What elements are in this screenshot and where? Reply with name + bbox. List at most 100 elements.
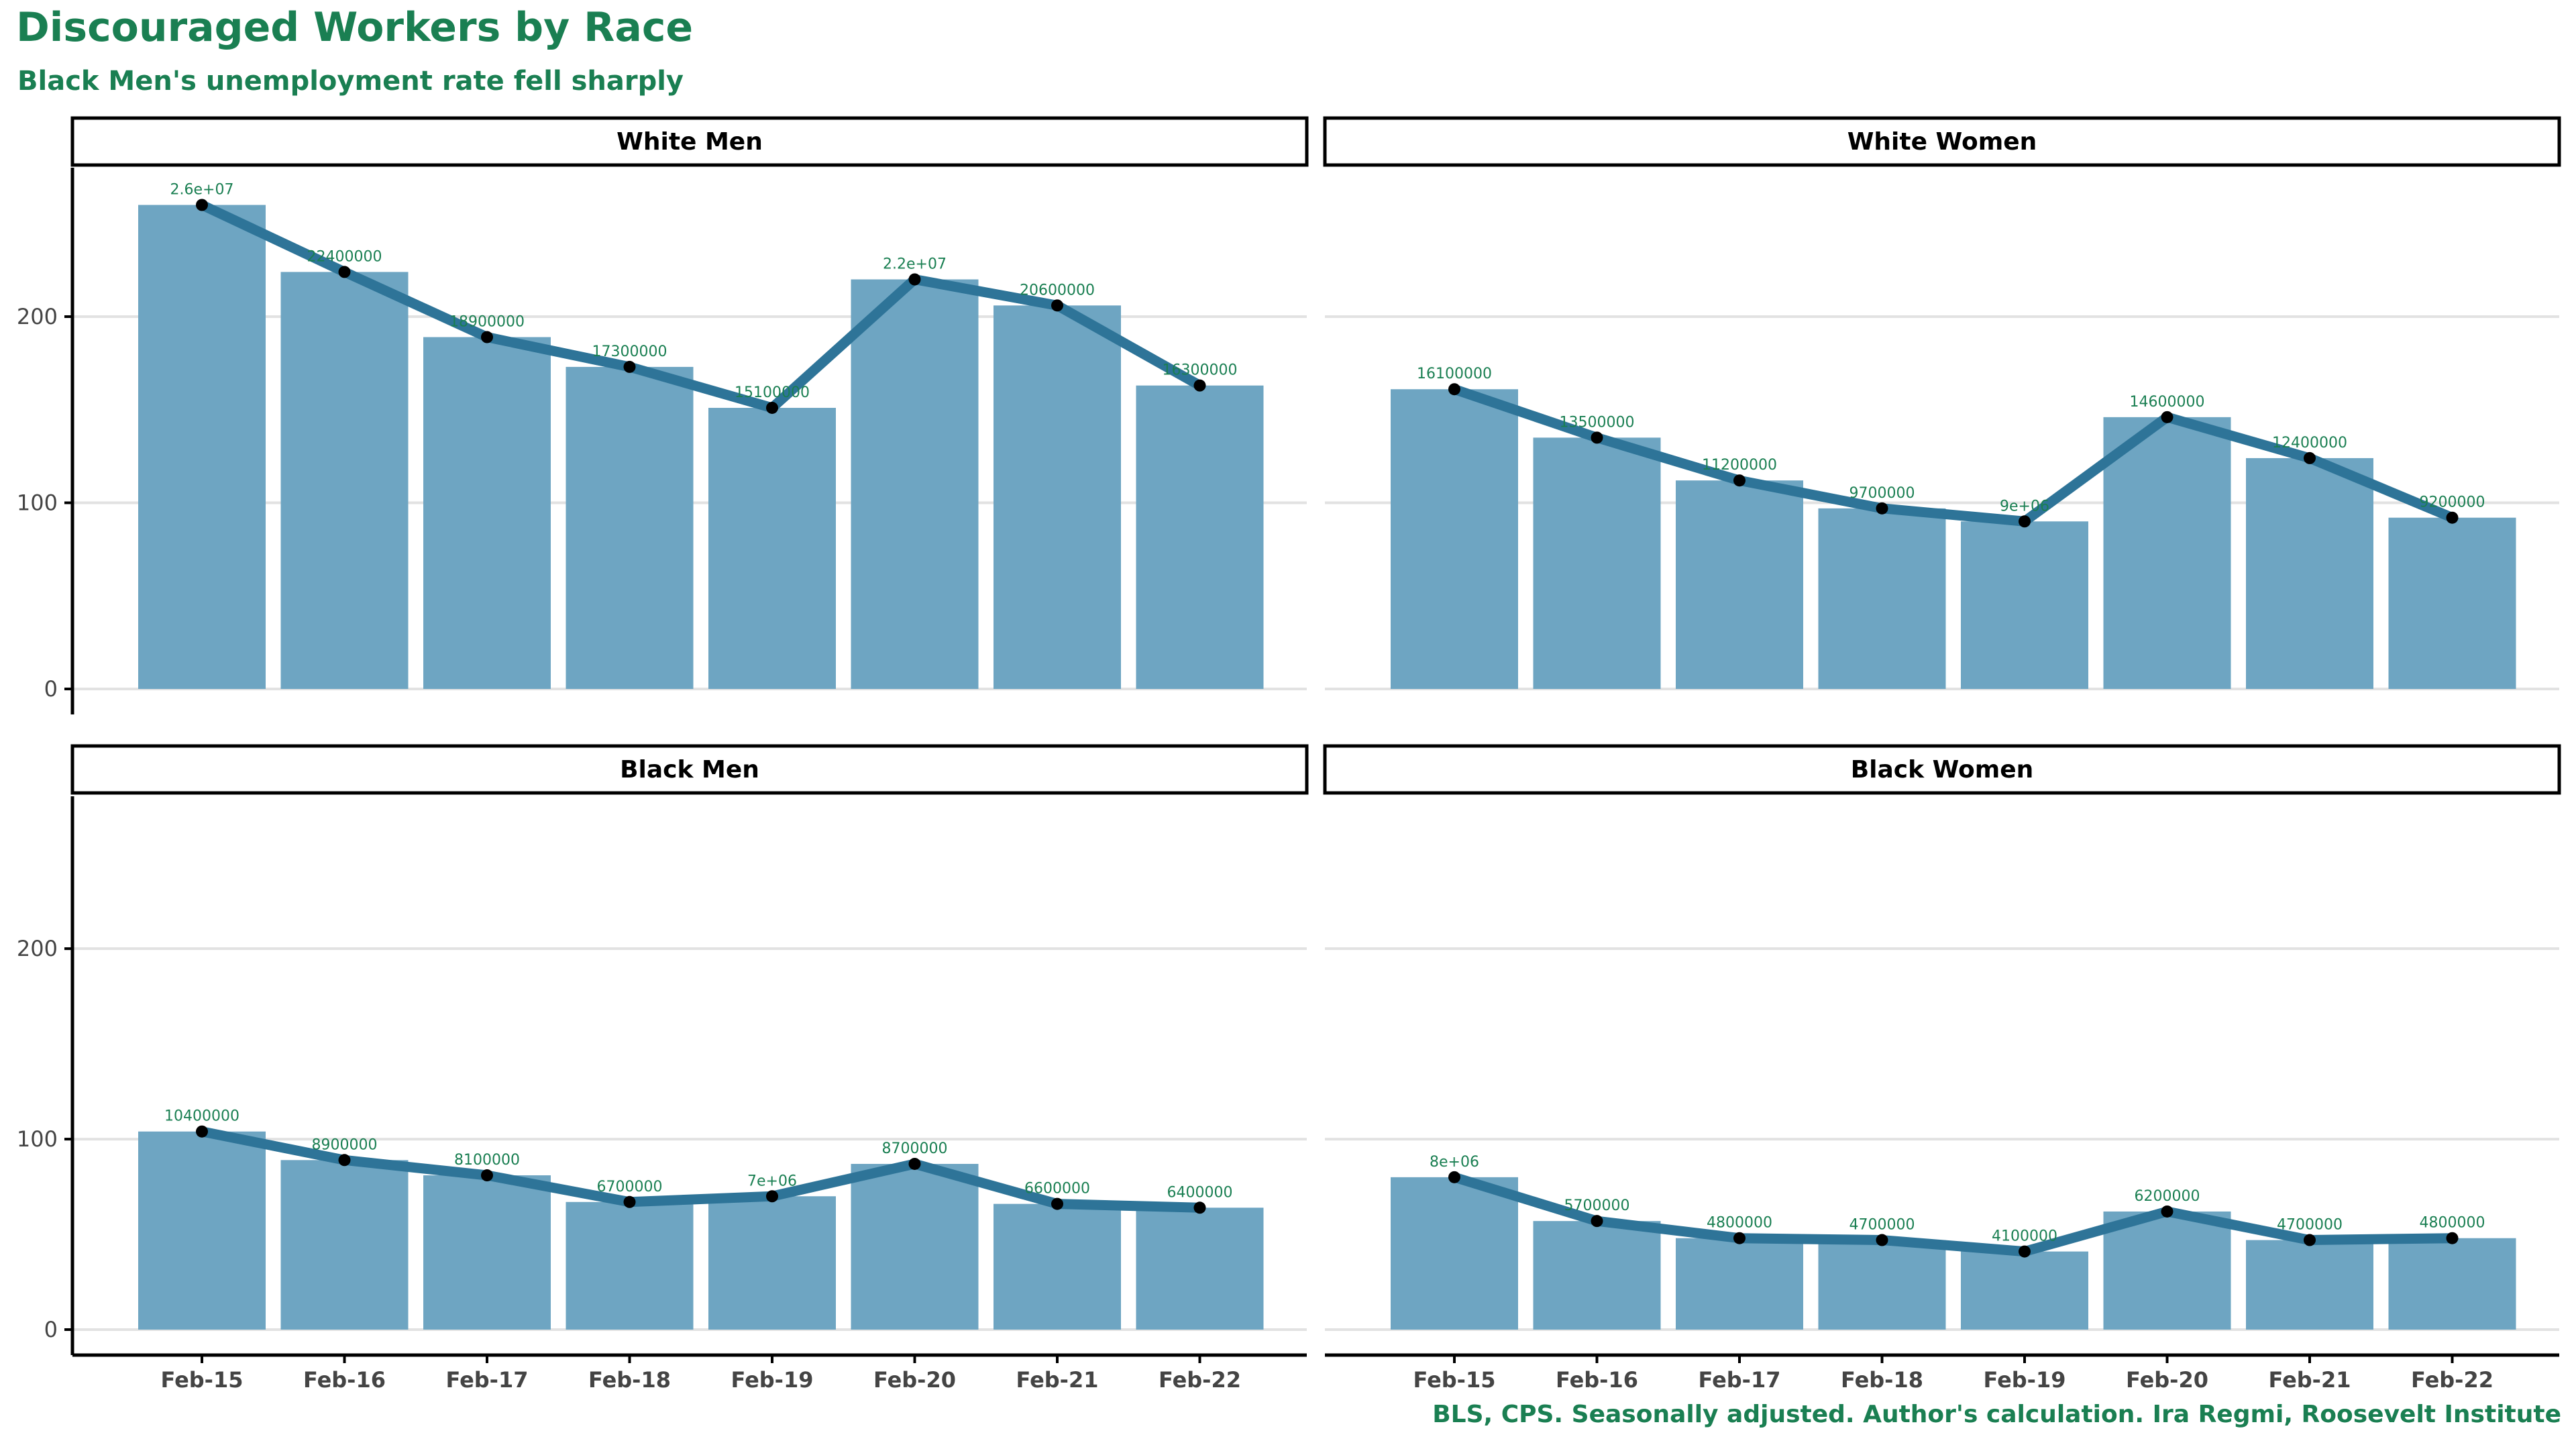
data-point [908,1157,921,1170]
x-tick-label: Feb-15 [161,1367,244,1393]
bar [708,407,836,689]
facet-title: Black Women [1851,756,2034,784]
data-label: 4100000 [1992,1228,2057,1245]
facet-title: Black Men [620,756,759,784]
data-point [481,1169,493,1182]
data-point [338,1154,351,1167]
bar [1391,1177,1518,1330]
y-tick-label: 0 [44,1317,58,1342]
x-tick-label: Feb-18 [588,1367,671,1393]
bar [566,1201,694,1330]
bar [2246,1240,2373,1330]
bar [280,1160,409,1330]
data-point [2019,1245,2031,1258]
bar [138,205,266,689]
data-point [2161,411,2174,423]
x-tick-label: Feb-21 [1016,1367,1099,1393]
x-tick-label: Feb-20 [2126,1367,2208,1393]
data-point [1448,383,1460,396]
bar [1136,1208,1264,1330]
data-point [196,1125,208,1138]
data-point [1448,1171,1460,1183]
chart-subtitle: Black Men's unemployment rate fell sharp… [17,66,684,97]
bar [1818,1240,1946,1330]
bar [1533,437,1661,689]
facet-title: White Women [1847,128,2037,156]
facet-strip-3 [1323,744,2561,795]
data-point [1051,1197,1063,1210]
bar [423,1175,551,1330]
x-tick-label: Feb-19 [1984,1367,2066,1393]
data-point [1193,379,1206,392]
facet-strip-2 [70,744,1309,795]
data-label: 9200000 [2420,494,2485,511]
data-point [1051,299,1063,312]
data-label: 4800000 [1707,1215,1772,1232]
data-label: 12400000 [2272,435,2347,451]
bar [1533,1221,1661,1330]
x-tick-label: Feb-18 [1841,1367,1923,1393]
bar [280,272,409,689]
bar [2388,517,2516,689]
data-label: 13500000 [1560,414,1635,431]
data-point [1876,502,1888,515]
data-label: 20600000 [1020,282,1095,299]
bar [1961,1251,2088,1330]
bar [2388,1238,2516,1330]
bar [1818,508,1946,689]
bar [2103,1211,2231,1330]
data-point [481,331,493,343]
data-label: 8900000 [312,1136,378,1153]
data-label: 16300000 [1163,362,1238,379]
data-point [1591,431,1603,444]
x-tick-label: Feb-20 [873,1367,956,1393]
data-label: 16100000 [1417,366,1492,382]
chart-title: Discouraged Workers by Race [16,4,694,51]
bar [1676,1238,1803,1330]
bar [566,366,694,689]
data-label: 14600000 [2130,394,2205,411]
data-point [766,1190,778,1203]
data-point [1733,474,1746,487]
y-tick-label: 100 [17,1126,58,1152]
data-label: 15100000 [735,384,810,401]
data-point [2446,511,2459,524]
facet-strip-1 [1323,116,2561,167]
chart-caption: BLS, CPS. Seasonally adjusted. Author's … [1432,1401,2561,1428]
series-line [1449,1172,2457,1257]
x-tick-label: Feb-22 [1159,1367,1241,1393]
data-point [2019,515,2031,528]
bar [851,1163,979,1330]
x-tick-label: Feb-16 [303,1367,386,1393]
data-label: 4700000 [2277,1217,2343,1234]
series-line [197,200,1205,413]
data-label: 9e+06 [2000,498,2049,515]
x-tick-label: Feb-17 [1699,1367,1781,1393]
data-point [338,266,351,278]
bar [2246,458,2373,689]
data-point [2304,451,2316,464]
y-tick-label: 0 [44,676,58,702]
data-label: 7e+06 [747,1173,797,1189]
bar [138,1131,266,1330]
y-tick-label: 200 [17,304,58,329]
data-point [1591,1215,1603,1228]
data-label: 6200000 [2135,1188,2200,1205]
bar [1676,480,1803,689]
data-label: 9700000 [1849,485,1915,502]
data-label: 8100000 [454,1152,520,1169]
data-label: 22400000 [307,248,382,265]
data-point [908,273,921,286]
data-point [2304,1234,2316,1246]
facet-strip-0 [70,116,1309,167]
data-label: 2.6e+07 [170,182,234,199]
bar [2103,417,2231,689]
facet-title: White Men [616,128,763,156]
x-tick-label: Feb-22 [2411,1367,2493,1393]
x-tick-label: Feb-21 [2269,1367,2351,1393]
x-tick-label: Feb-19 [731,1367,814,1393]
data-label: 10400000 [164,1108,239,1125]
series-line [1449,384,2457,527]
data-point [1193,1201,1206,1214]
y-tick-label: 200 [17,936,58,961]
